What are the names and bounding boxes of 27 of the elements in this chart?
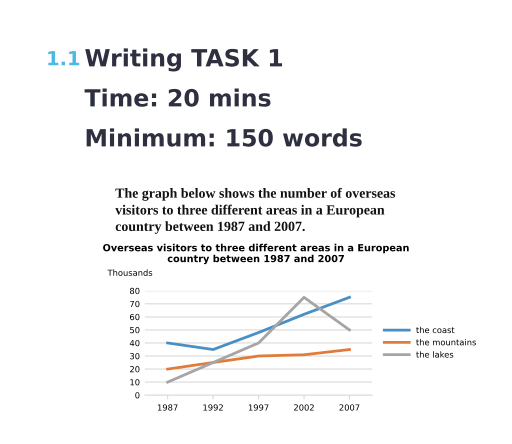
line-series [166,296,351,384]
text: 1.1 [48,51,80,66]
line-series [166,348,351,370]
y-tick-label: 10 [130,379,140,386]
x-tick-label: 1987 [158,404,178,411]
y-tick-label: 0 [135,392,140,398]
chart-title: Overseas visitors to three different areas in a European country between 1987 and 2007 [103,244,409,264]
text: Minimum: 150 words [86,128,362,147]
y-tick-label: 70 [130,300,140,308]
y-tick-label: 40 [130,340,140,346]
y-tick-label: 50 [130,326,140,334]
y-tick-label: 30 [130,353,140,360]
line-series [166,296,351,351]
y-axis-title: Thousands [107,269,152,276]
x-tick-label: 2007 [340,404,360,411]
y-tick-label: 60 [130,314,140,320]
legend-label: the coast [416,326,454,334]
legend-label: the lakes [416,351,454,358]
x-tick-label: 1992 [203,404,223,411]
y-tick-label: 80 [130,288,140,294]
y-tick-label: 20 [130,366,140,372]
x-tick-label: 1997 [248,404,268,411]
x-tick-label: 2002 [294,404,314,411]
legend-label: the mountains [416,338,476,346]
text: Writing TASK 1 [85,48,282,72]
text: Time: 20 mins [84,88,270,107]
text: The graph below shows the number of overseas visitors to three different areas in a European country between 1987 and 2007. [115,188,396,234]
